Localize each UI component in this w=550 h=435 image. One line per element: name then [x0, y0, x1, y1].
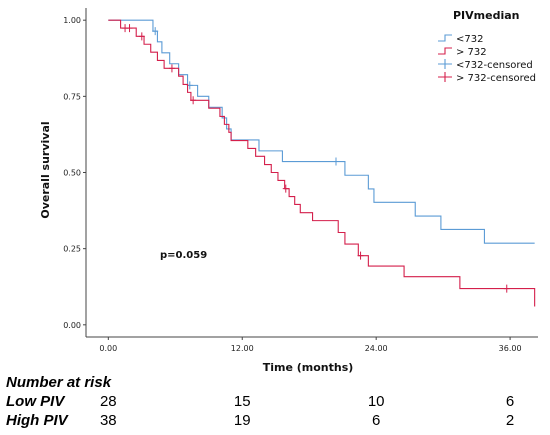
- number-at-risk-title: Number at risk: [6, 374, 112, 391]
- legend-label: <732-censored: [456, 60, 533, 71]
- x-tick-label: 24.00: [365, 344, 388, 353]
- risk-count: 6: [372, 412, 381, 429]
- censor-mark: [138, 32, 145, 41]
- chart-series: [108, 19, 536, 307]
- risk-count: 28: [99, 393, 117, 410]
- censor-mark: [332, 157, 339, 166]
- legend-censor-swatch: [438, 59, 452, 69]
- y-tick-label: 0.25: [63, 245, 81, 254]
- y-tick-label: 1.00: [63, 16, 81, 25]
- legend-label: <732: [456, 34, 483, 45]
- risk-count: 6: [505, 393, 515, 410]
- series-line-low: [108, 19, 535, 244]
- risk-count: 10: [367, 393, 385, 410]
- legend-swatch: [438, 34, 452, 42]
- censor-mark: [168, 64, 175, 73]
- risk-count: 2: [505, 412, 515, 429]
- x-tick-label: 12.00: [231, 344, 254, 353]
- survival-chart: 0.000.250.500.751.000.00 12.00 24.00 36.00 …: [39, 8, 538, 374]
- series-line-high: [108, 19, 536, 307]
- risk-row-label: High PIV: [6, 412, 68, 429]
- legend-title: PIVmedian: [453, 9, 520, 22]
- censor-mark: [190, 96, 197, 105]
- legend-swatch: [438, 47, 452, 55]
- y-tick-label: 0.75: [63, 92, 81, 101]
- censor-mark: [357, 251, 364, 260]
- y-tick-label: 0.00: [63, 321, 81, 330]
- risk-count: 19: [233, 412, 251, 429]
- legend-censor-swatch: [438, 72, 452, 82]
- chart-legend: PIVmedian <732 > 732 <732-censored > 732-cen…: [438, 9, 536, 84]
- censor-mark: [126, 24, 133, 33]
- censor-mark: [152, 27, 159, 36]
- legend-label: > 732: [456, 47, 487, 58]
- y-tick-label: 0.50: [63, 169, 81, 178]
- censor-mark: [503, 284, 510, 293]
- y-axis-title: Overall survival: [39, 121, 52, 218]
- chart-ticks: 0.00 0.25 0.50 0.75 1.00 0.00 12.00 24.00 36.00: [63, 16, 521, 353]
- risk-count: 38: [99, 412, 117, 429]
- legend-label: > 732-censored: [456, 73, 536, 84]
- censor-mark: [282, 184, 289, 193]
- x-tick-label: 36.00: [499, 344, 522, 353]
- risk-row-label: Low PIV: [6, 393, 65, 410]
- risk-count: 15: [233, 393, 251, 410]
- x-axis-title: Time (months): [263, 361, 354, 374]
- x-tick-label: 0.00: [99, 344, 117, 353]
- p-value-annotation: p=0.059: [160, 250, 207, 261]
